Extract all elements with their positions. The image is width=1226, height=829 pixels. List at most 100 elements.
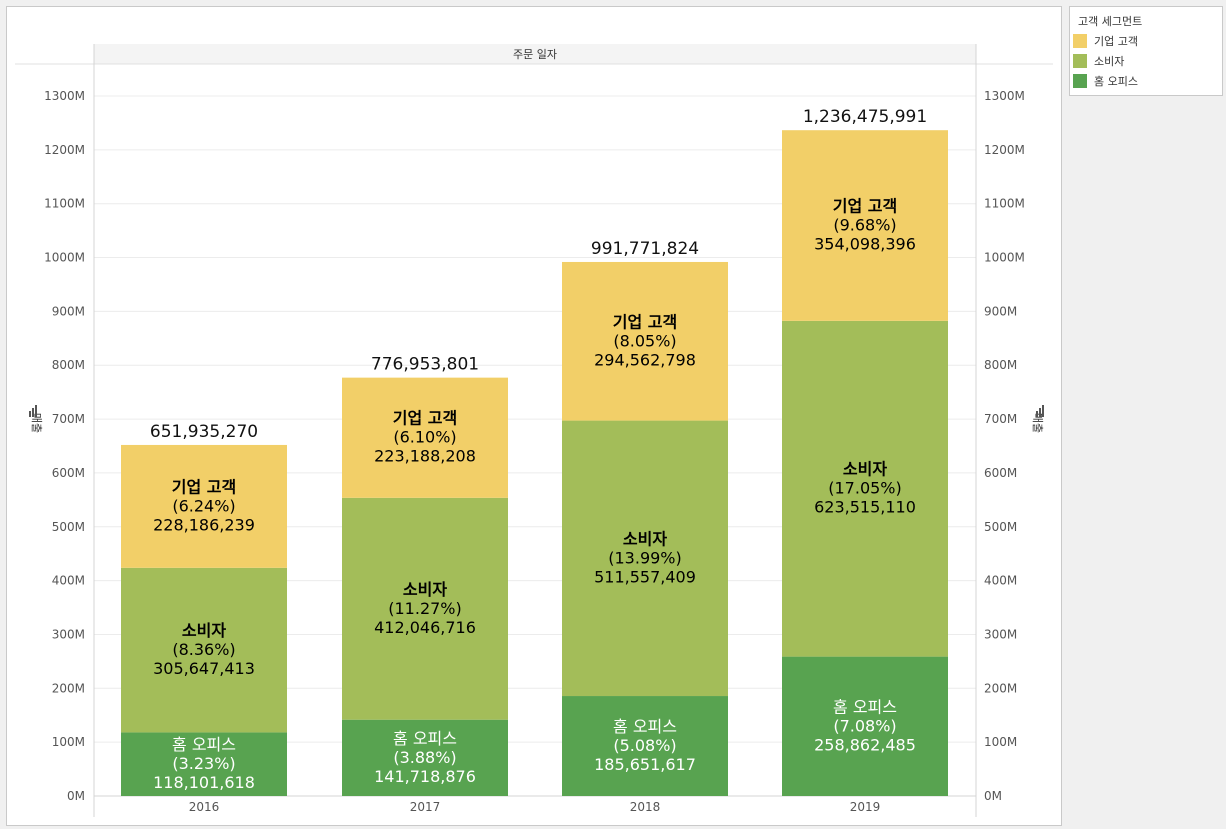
segment-value-label: 185,651,617 [594, 755, 696, 774]
segment-value-label: 354,098,396 [814, 235, 916, 254]
measure-icon [1039, 408, 1041, 417]
y-tick-label-right: 200M [984, 681, 1017, 695]
segment-percent-label: (6.10%) [393, 428, 456, 447]
y-tick-label-left: 1100M [44, 197, 85, 211]
bar-segment [562, 261, 728, 421]
segment-name-label: 소비자 [182, 621, 226, 640]
y-tick-label-right: 700M [984, 412, 1017, 426]
measure-icon [1036, 411, 1038, 417]
segment-value-label: 228,186,239 [153, 515, 255, 534]
legend-item[interactable]: 소비자 [1070, 51, 1222, 71]
y-tick-label-left: 400M [52, 574, 85, 588]
legend-item[interactable]: 기업 고객 [1070, 31, 1222, 51]
segment-percent-label: (3.88%) [393, 748, 456, 767]
segment-name-label: 기업 고객 [172, 477, 236, 496]
y-tick-label-left: 800M [52, 358, 85, 372]
segment-value-label: 141,718,876 [374, 767, 476, 786]
measure-icon [35, 405, 37, 417]
bar-segment [562, 696, 728, 796]
segment-name-label: 소비자 [623, 529, 667, 548]
bar-segment [562, 420, 728, 697]
y-tick-label-right: 800M [984, 358, 1017, 372]
segment-percent-label: (5.08%) [613, 736, 676, 755]
x-tick-label: 2018 [630, 800, 661, 814]
bar-segment [782, 130, 948, 321]
segment-name-label: 홈 오피스 [833, 697, 897, 716]
x-tick-label: 2017 [410, 800, 441, 814]
measure-icon [1042, 405, 1044, 417]
bar-segment [121, 444, 287, 568]
y-tick-label-left: 1000M [44, 251, 85, 265]
y-tick-label-right: 1000M [984, 251, 1025, 265]
segment-name-label: 소비자 [403, 580, 447, 599]
legend-item[interactable]: 홈 오피스 [1070, 71, 1222, 91]
y-tick-label-right: 100M [984, 735, 1017, 749]
total-label: 1,236,475,991 [803, 107, 927, 127]
segment-percent-label: (8.36%) [172, 640, 235, 659]
y-tick-label-left: 100M [52, 735, 85, 749]
y-axis-label-left: 매출 [30, 413, 43, 433]
measure-icon [32, 408, 34, 417]
segment-name-label: 기업 고객 [613, 312, 677, 331]
y-tick-label-left: 300M [52, 627, 85, 641]
segment-value-label: 305,647,413 [153, 659, 255, 678]
chart-panel: 주문 일자 0M 0M 100M 100M 200M 200M 300M 300M 400M 400… [6, 6, 1062, 826]
y-tick-label-left: 600M [52, 466, 85, 480]
legend-label: 소비자 [1094, 55, 1125, 68]
segment-name-label: 기업 고객 [393, 409, 457, 428]
header-band [94, 44, 976, 64]
segment-percent-label: (8.05%) [613, 331, 676, 350]
legend-swatch [1073, 34, 1087, 48]
bar-segment [121, 567, 287, 733]
y-tick-label-right: 1200M [984, 143, 1025, 157]
y-tick-label-right: 1100M [984, 197, 1025, 211]
legend-swatch [1073, 74, 1087, 88]
segment-percent-label: (17.05%) [828, 479, 902, 498]
segment-name-label: 소비자 [843, 460, 887, 479]
segment-name-label: 홈 오피스 [393, 729, 457, 748]
y-tick-label-right: 1300M [984, 89, 1025, 103]
total-label: 991,771,824 [591, 239, 699, 259]
y-tick-label-left: 0M [67, 789, 85, 803]
y-axis-label-right: 매출 [1031, 413, 1044, 433]
legend-title: 고객 세그먼트 [1078, 15, 1143, 28]
stacked-bar-chart: 주문 일자 0M 0M 100M 100M 200M 200M 300M 300M 400M 400… [15, 44, 1053, 817]
total-label: 651,935,270 [150, 422, 258, 442]
y-tick-label-right: 600M [984, 466, 1017, 480]
segment-value-label: 258,862,485 [814, 735, 916, 754]
segment-percent-label: (13.99%) [608, 548, 682, 567]
segment-percent-label: (11.27%) [388, 599, 462, 618]
bar-segment [121, 732, 287, 796]
segment-percent-label: (6.24%) [172, 496, 235, 515]
bar-segment [782, 320, 948, 657]
total-label: 776,953,801 [371, 355, 479, 375]
y-tick-label-left: 700M [52, 412, 85, 426]
bar-segment [342, 497, 508, 720]
header-title: 주문 일자 [513, 47, 557, 61]
segment-value-label: 294,562,798 [594, 350, 696, 369]
segment-name-label: 홈 오피스 [613, 717, 677, 736]
y-tick-label-left: 900M [52, 304, 85, 318]
segment-name-label: 홈 오피스 [172, 735, 236, 754]
x-tick-label: 2019 [850, 800, 881, 814]
segment-value-label: 623,515,110 [814, 498, 916, 517]
y-tick-label-left: 1200M [44, 143, 85, 157]
bar-segment [342, 719, 508, 796]
bar-segment [342, 377, 508, 498]
measure-icon [29, 411, 31, 417]
segment-value-label: 511,557,409 [594, 567, 696, 586]
segment-value-label: 412,046,716 [374, 618, 476, 637]
segment-value-label: 118,101,618 [153, 773, 255, 792]
y-tick-label-right: 0M [984, 789, 1002, 803]
y-tick-label-right: 900M [984, 304, 1017, 318]
bar-segment [782, 656, 948, 796]
y-tick-label-left: 1300M [44, 89, 85, 103]
y-tick-label-right: 500M [984, 520, 1017, 534]
segment-percent-label: (3.23%) [172, 754, 235, 773]
y-tick-label-left: 500M [52, 520, 85, 534]
legend-label: 홈 오피스 [1094, 75, 1138, 88]
legend-swatch [1073, 54, 1087, 68]
y-tick-label-left: 200M [52, 681, 85, 695]
